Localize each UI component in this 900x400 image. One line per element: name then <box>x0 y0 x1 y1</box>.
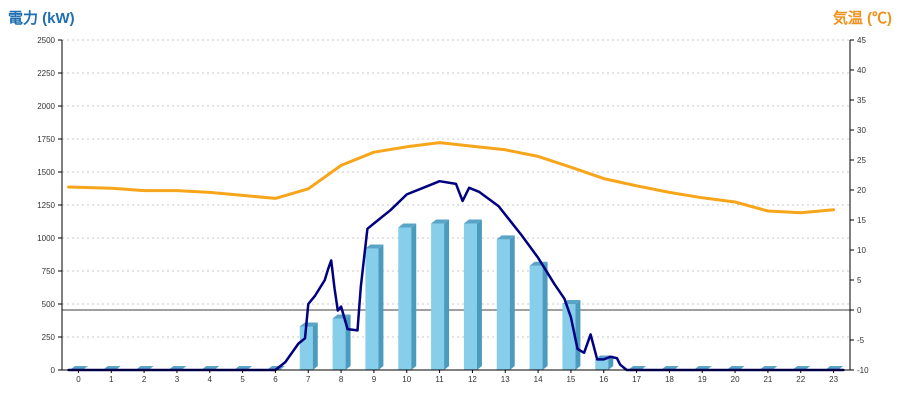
x-tick-label: 12 <box>468 375 477 384</box>
left-tick-label: 0 <box>51 366 56 375</box>
x-tick-label: 5 <box>240 375 245 384</box>
x-tick-label: 14 <box>534 375 543 384</box>
power-bar <box>431 223 445 370</box>
x-tick-label: 10 <box>402 375 411 384</box>
power-bar-side <box>476 219 482 370</box>
right-tick-label: 40 <box>857 66 866 75</box>
x-tick-label: 19 <box>698 375 707 384</box>
right-tick-label: 5 <box>857 276 862 285</box>
series-lines <box>67 141 845 372</box>
right-tick-label: 45 <box>857 36 866 45</box>
power-bar <box>299 326 313 370</box>
x-tick-label: 4 <box>208 375 213 384</box>
power-bar-side <box>411 223 417 370</box>
left-tick-label: 1750 <box>37 135 55 144</box>
right-tick-label: 0 <box>857 306 862 315</box>
power-bar-top <box>496 235 515 240</box>
x-tick-label: 1 <box>109 375 114 384</box>
left-tick-label: 1250 <box>37 201 55 210</box>
power-bar-side <box>509 235 515 370</box>
x-tick-label: 16 <box>599 375 608 384</box>
left-tick-label: 1000 <box>37 234 55 243</box>
x-tick-label: 22 <box>796 375 805 384</box>
left-tick-label: 2250 <box>37 69 55 78</box>
x-tick-label: 3 <box>175 375 180 384</box>
left-tick-label: 1500 <box>37 168 55 177</box>
power-bar-side <box>444 219 450 370</box>
x-tick-label: 6 <box>273 375 278 384</box>
left-axis-title: 電力 (kW) <box>8 9 75 27</box>
power-bar-top <box>299 322 318 327</box>
x-tick-label: 13 <box>501 375 510 384</box>
left-tick-label: 750 <box>42 267 56 276</box>
power-bar-side <box>312 322 318 370</box>
right-tick-label: 30 <box>857 126 866 135</box>
power-bar-side <box>542 261 548 370</box>
x-tick-label: 7 <box>306 375 311 384</box>
x-tick-label: 23 <box>829 375 838 384</box>
right-tick-label: 15 <box>857 216 866 225</box>
right-tick-label: 10 <box>857 246 866 255</box>
x-tick-label: 15 <box>566 375 575 384</box>
grid-lines <box>62 39 850 338</box>
x-tick-label: 20 <box>731 375 740 384</box>
power-bar <box>463 223 477 370</box>
power-bar <box>332 318 346 370</box>
x-tick-label: 21 <box>763 375 772 384</box>
x-tick-label: 0 <box>76 375 81 384</box>
left-tick-label: 2000 <box>37 102 55 111</box>
power-bar-side <box>608 355 614 370</box>
power-bar <box>365 248 379 370</box>
power-bar-top <box>332 314 351 319</box>
right-tick-label: 25 <box>857 156 866 165</box>
axes: 02505007501000125015001750200022502500-1… <box>37 36 869 384</box>
x-tick-label: 9 <box>372 375 377 384</box>
power-bar-side <box>378 244 384 370</box>
power-line <box>67 179 845 372</box>
x-tick-label: 17 <box>632 375 641 384</box>
left-tick-label: 500 <box>42 300 56 309</box>
power-bar-side <box>575 300 581 370</box>
x-tick-label: 11 <box>435 375 444 384</box>
power-bar <box>398 227 412 370</box>
power-bars <box>69 219 844 370</box>
right-axis-title: 気温 (℃) <box>833 9 892 27</box>
power-bar-top <box>431 219 450 224</box>
power-bar-top <box>365 244 384 249</box>
left-tick-label: 250 <box>42 333 56 342</box>
temperature-line <box>67 141 836 215</box>
right-tick-label: 20 <box>857 186 866 195</box>
right-tick-label: 35 <box>857 96 866 105</box>
power-bar-top <box>398 223 417 228</box>
x-tick-label: 2 <box>142 375 147 384</box>
right-tick-label: -10 <box>857 366 869 375</box>
power-bar <box>496 239 510 370</box>
right-tick-label: -5 <box>857 336 865 345</box>
power-bar <box>529 265 543 370</box>
left-tick-label: 2500 <box>37 36 55 45</box>
power-bar <box>595 359 609 370</box>
x-tick-label: 18 <box>665 375 674 384</box>
power-bar-top <box>463 219 482 224</box>
x-tick-label: 8 <box>339 375 344 384</box>
